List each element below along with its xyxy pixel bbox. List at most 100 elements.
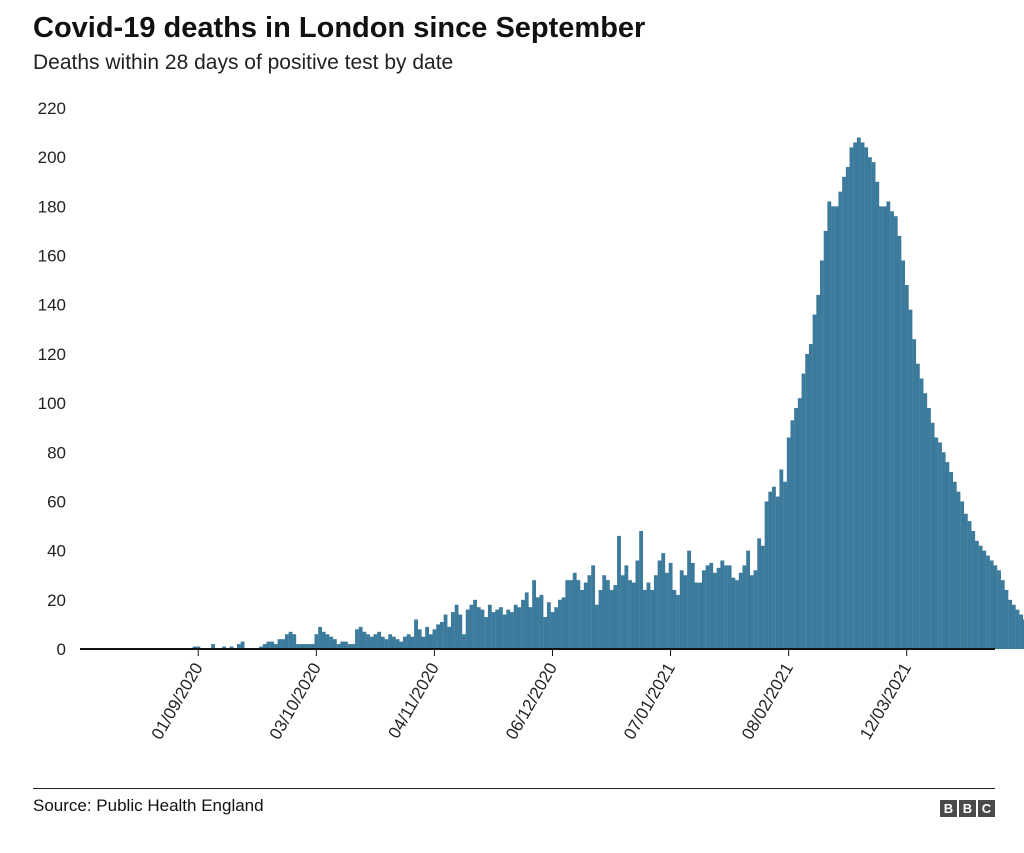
bar [458,614,463,649]
bar [502,614,507,649]
bar [487,604,492,649]
bar [447,626,452,649]
bar [915,363,920,649]
bar [495,609,500,649]
bar [694,582,699,649]
bar [760,545,765,649]
bar [369,636,374,649]
bar [535,597,540,649]
x-tick-label: 03/10/2020 [266,660,325,743]
bar [679,570,684,649]
bar [307,644,311,649]
bar [558,599,562,649]
bar [310,644,315,649]
bar [683,575,688,649]
bar [960,501,965,649]
bar [834,206,839,650]
bar [236,644,241,649]
bar [303,644,308,649]
y-tick-label: 100 [38,394,66,413]
bar [395,639,400,649]
bar [631,582,636,649]
x-tick-label: 08/02/2021 [738,660,797,743]
bar [336,644,341,649]
footer-rule [33,788,995,789]
y-tick-label: 200 [38,148,66,167]
bar [757,538,762,649]
bar [321,631,326,649]
bar [989,560,994,649]
bar [196,646,201,649]
bar [886,201,891,649]
bar [657,560,662,649]
bar [709,562,714,649]
bar [484,617,489,649]
bar [712,572,717,649]
bar [366,634,370,649]
bar [687,550,691,649]
bar [963,513,968,649]
bar [871,162,876,649]
bar [1008,599,1013,649]
bar [624,565,629,649]
bar [517,607,522,649]
bar [399,641,404,649]
bar [340,641,345,649]
bar [414,619,418,649]
x-tick-label: 06/12/2020 [502,660,561,743]
bar [919,378,924,649]
bar [956,491,961,649]
bar [716,567,721,649]
bar [838,191,843,650]
bar [240,641,245,649]
bar [790,420,795,649]
bar [613,585,618,649]
bar [351,644,356,649]
bar [192,646,197,649]
bar [620,575,625,649]
source-note: Source: Public Health England [33,796,264,815]
x-tick-label: 01/09/2020 [148,660,207,743]
bar [598,589,603,649]
bar [801,373,806,649]
bar [358,626,363,649]
bar [277,639,282,649]
bar [1015,609,1020,649]
bar [893,216,898,649]
y-tick-label: 160 [38,247,66,266]
bar [849,147,854,649]
bar [668,562,673,649]
bar [377,631,382,649]
bar [727,565,732,649]
y-tick-label: 80 [47,443,66,462]
bar [469,604,474,649]
bar [580,589,584,649]
bar [783,481,787,649]
bar [978,545,983,649]
bar [498,607,503,649]
bar [934,437,939,649]
bar [1004,589,1009,649]
bar [779,469,784,649]
bar [318,626,322,649]
bar [735,580,739,649]
bar [882,206,887,650]
bar [842,176,846,649]
bar [738,572,743,649]
bar [864,147,869,649]
bar [904,285,909,649]
bar [794,408,799,649]
y-tick-label: 220 [38,99,66,118]
x-tick-label: 07/01/2021 [620,660,679,743]
bar [823,230,828,649]
bar [701,570,706,649]
bar [775,496,780,649]
bar [764,501,769,649]
bar [949,471,953,649]
y-tick-label: 0 [57,640,66,659]
bbc-logo-letter: B [959,800,976,817]
bar [506,609,511,649]
bar [941,452,946,649]
bar [753,570,758,649]
bar [491,612,496,649]
